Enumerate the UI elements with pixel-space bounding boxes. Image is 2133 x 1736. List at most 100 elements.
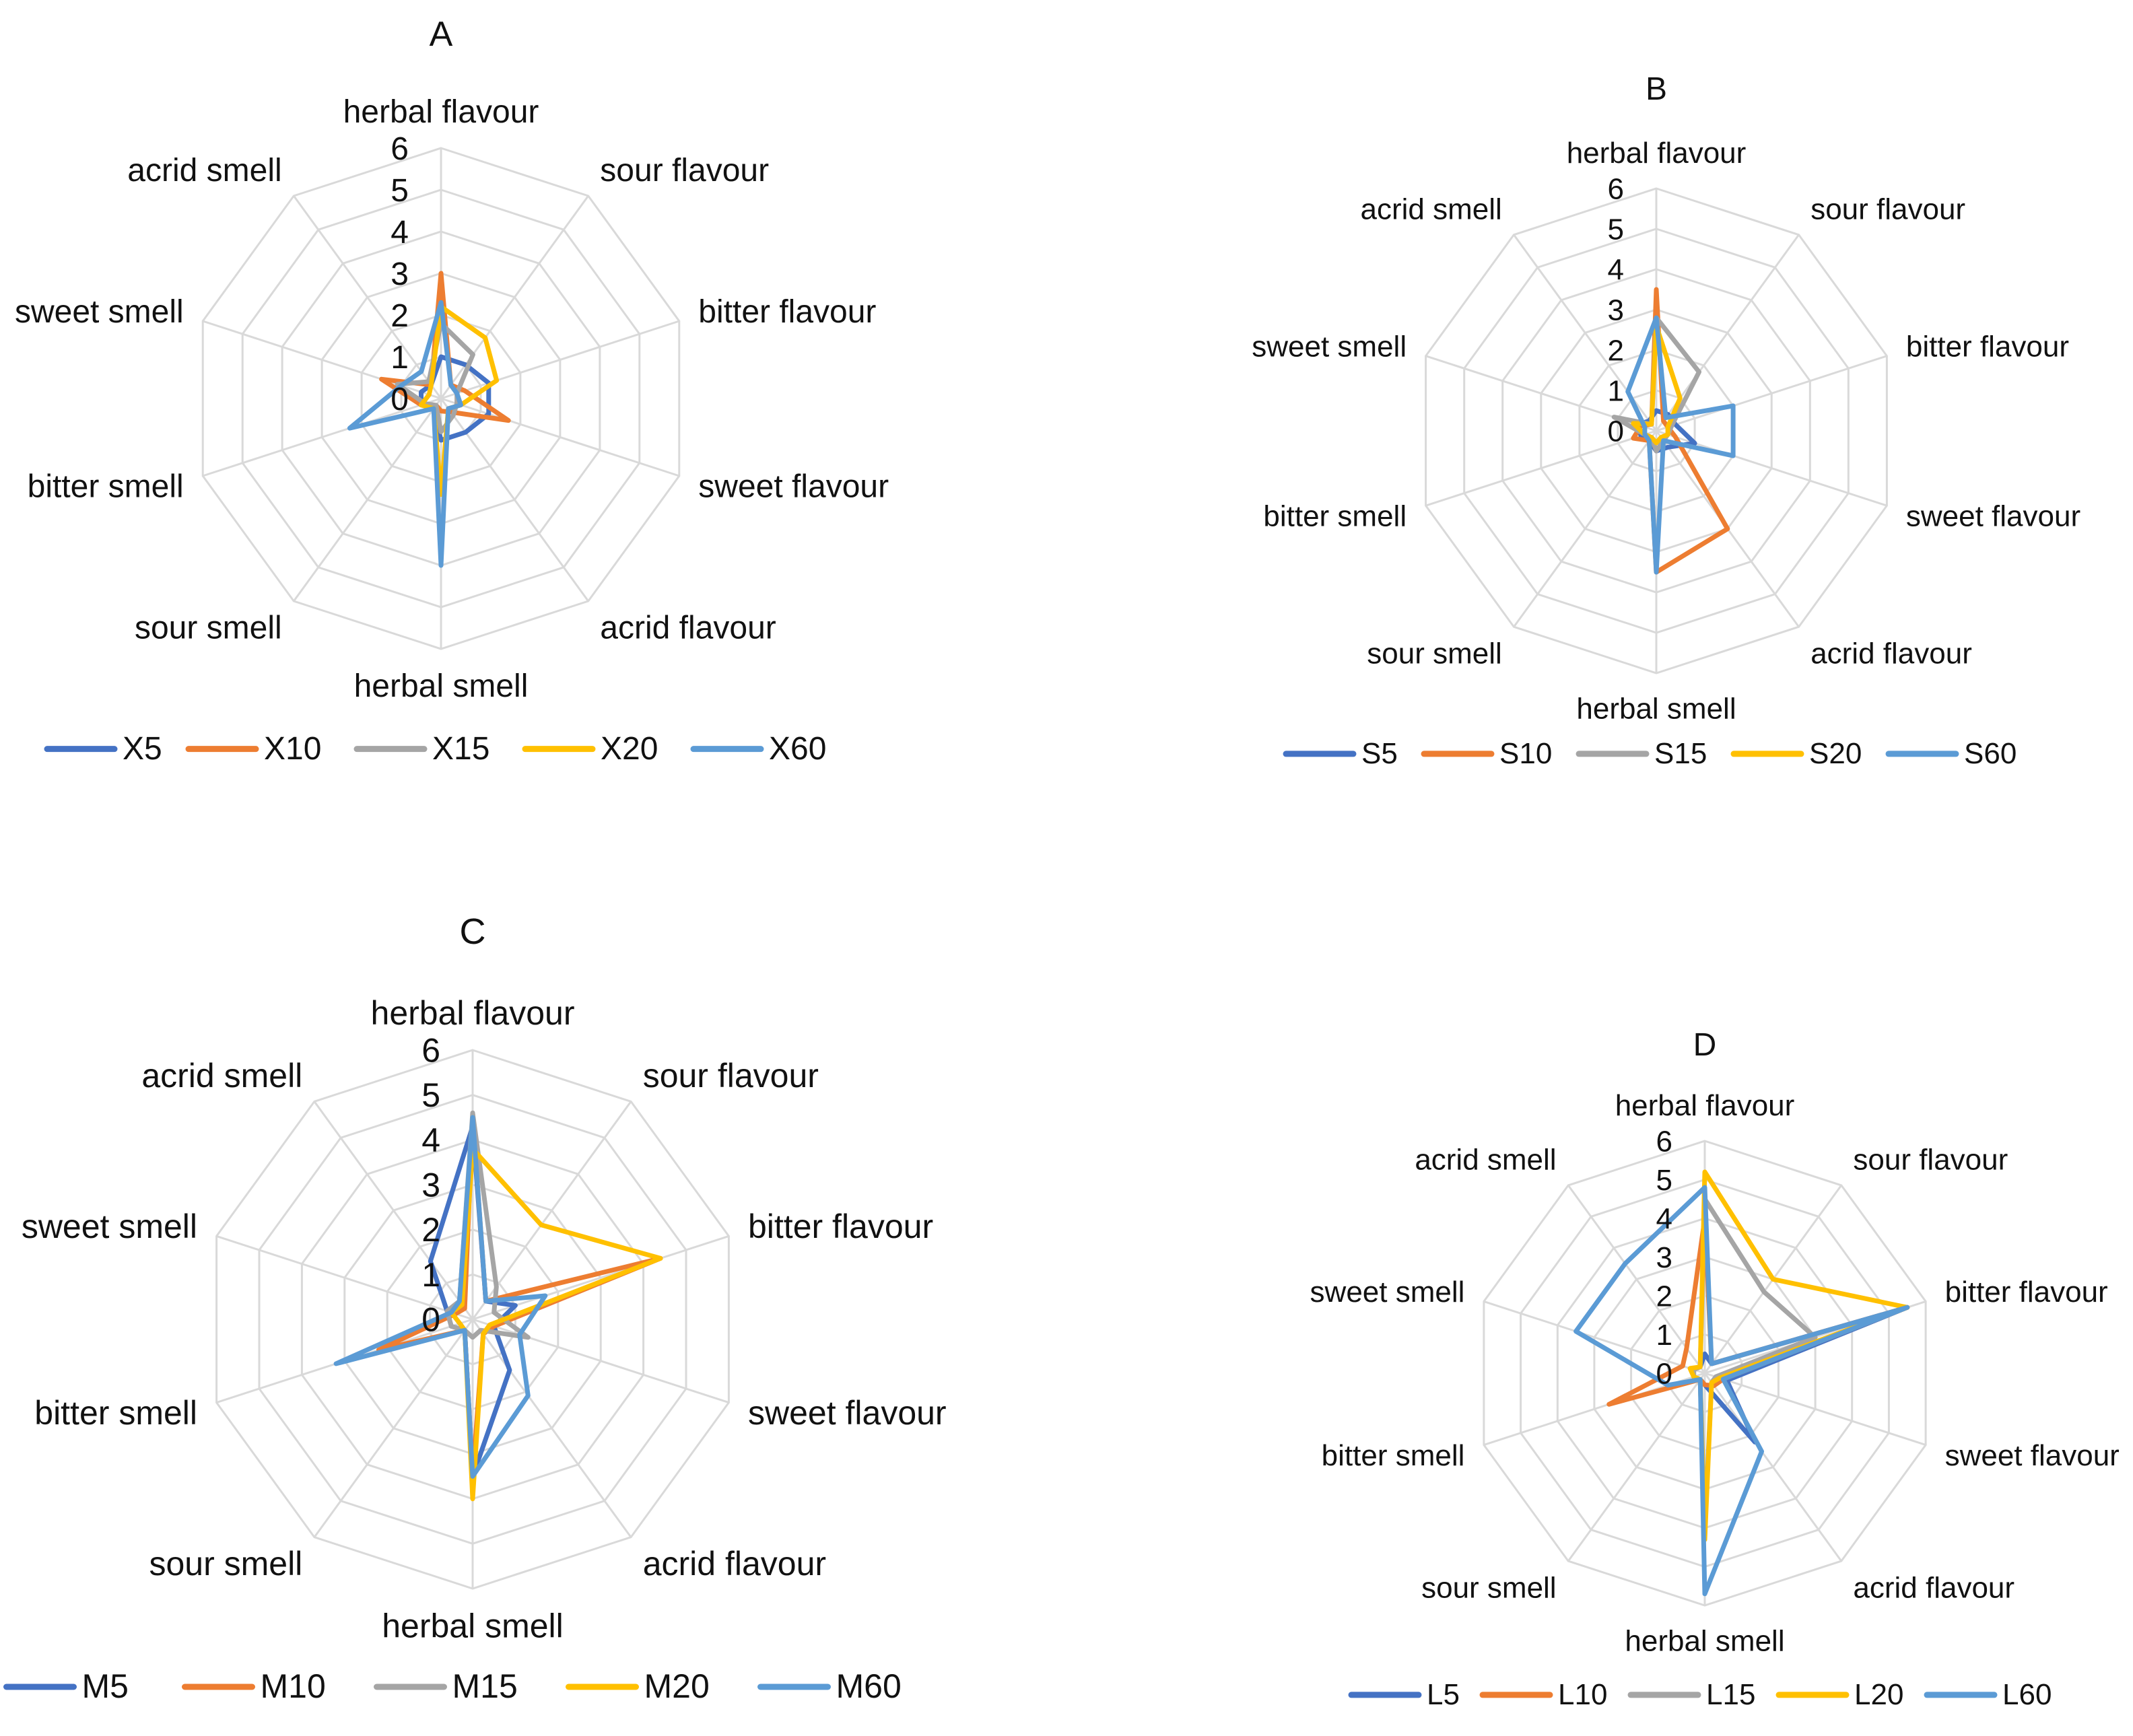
tick-label: 4 xyxy=(421,1121,440,1159)
grid-spoke xyxy=(1425,429,1657,507)
chart-title: B xyxy=(1646,71,1667,107)
legend: X5 X10 X15 X20 X60 xyxy=(44,731,826,767)
legend-label-x10: X10 xyxy=(264,731,321,767)
axis-label: herbal flavour xyxy=(371,994,575,1032)
legend-label-s15: S15 xyxy=(1654,737,1707,770)
axis-label: acrid flavour xyxy=(1853,1571,2015,1604)
grid-spoke xyxy=(1513,430,1658,628)
series-line-x60 xyxy=(347,300,463,568)
axis-label: sweet smell xyxy=(22,1208,197,1245)
legend-label-m20: M20 xyxy=(644,1667,710,1705)
axis-label: sour smell xyxy=(149,1545,302,1583)
grid-spoke xyxy=(471,1319,632,1538)
tick-label: 2 xyxy=(1656,1280,1672,1313)
tick-label: 3 xyxy=(1608,293,1624,326)
tick-label: 0 xyxy=(391,382,409,417)
axis-label: acrid flavour xyxy=(1810,637,1972,670)
tick-label: 1 xyxy=(1608,374,1624,407)
grid-spoke xyxy=(202,397,442,477)
axis-label: bitter flavour xyxy=(1945,1276,2108,1309)
grid-spoke xyxy=(1567,1185,1706,1374)
legend-label-s60: S60 xyxy=(1964,737,2017,770)
tick-label: 0 xyxy=(1608,415,1624,448)
tick-label: 1 xyxy=(421,1256,440,1294)
tick-label: 3 xyxy=(391,256,409,292)
tick-label: 6 xyxy=(1608,172,1624,205)
legend: S5 S10 S15 S20 S60 xyxy=(1283,737,2017,770)
grid-spoke xyxy=(1704,1372,1926,1447)
axis-label: sour smell xyxy=(1421,1571,1557,1604)
series-line-m15 xyxy=(444,1110,531,1340)
legend-label-l5: L5 xyxy=(1427,1678,1460,1711)
axis-label: bitter smell xyxy=(1322,1439,1465,1472)
tick-label: 5 xyxy=(421,1076,440,1114)
legend-label-l20: L20 xyxy=(1854,1678,1903,1711)
axis-label: herbal smell xyxy=(354,668,529,704)
axis-label: sweet smell xyxy=(15,294,184,330)
chart-title: A xyxy=(430,15,453,54)
axis-label: sweet smell xyxy=(1310,1276,1465,1309)
tick-label: 4 xyxy=(391,215,409,250)
legend-label-x60: X60 xyxy=(769,731,826,767)
tick-label: 0 xyxy=(1656,1357,1672,1390)
axis-label: bitter flavour xyxy=(1906,330,2069,363)
axis-label: sour smell xyxy=(135,611,282,646)
grid-spoke xyxy=(440,195,589,399)
tick-label: 6 xyxy=(391,131,409,167)
chart-title: D xyxy=(1693,1027,1717,1063)
axis-label: acrid smell xyxy=(1415,1144,1556,1177)
grid-spoke xyxy=(216,1235,473,1321)
legend-label-l60: L60 xyxy=(2002,1678,2052,1711)
legend-label-l10: L10 xyxy=(1558,1678,1607,1711)
tick-label: 1 xyxy=(391,340,409,376)
grid-spoke xyxy=(1656,355,1887,432)
legend-label-x15: X15 xyxy=(432,731,489,767)
legend-label-m10: M10 xyxy=(261,1667,326,1705)
tick-label: 4 xyxy=(1608,253,1624,286)
legend-label-m60: M60 xyxy=(836,1667,902,1705)
legend: M5 M10 M15 M20 M60 xyxy=(3,1667,902,1705)
axis-label: bitter flavour xyxy=(698,294,876,330)
legend-label-x20: X20 xyxy=(601,731,658,767)
axis-label: acrid smell xyxy=(141,1057,302,1095)
grid-spoke xyxy=(293,398,442,602)
tick-label: 2 xyxy=(391,298,409,334)
grid-spoke xyxy=(440,397,680,477)
axis-label: herbal smell xyxy=(382,1607,564,1645)
legend-label-s5: S5 xyxy=(1361,737,1398,770)
axis-label: sour flavour xyxy=(600,153,769,188)
tick-label: 6 xyxy=(421,1032,440,1070)
series-line-s60 xyxy=(1625,315,1736,575)
axis-label: bitter smell xyxy=(1263,500,1407,533)
axis-label: herbal flavour xyxy=(1615,1089,1795,1122)
axis-label: sour flavour xyxy=(643,1057,819,1095)
axis-label: sweet flavour xyxy=(748,1394,947,1432)
legend: L5 L10 L15 L20 L60 xyxy=(1348,1678,2052,1711)
axis-label: sweet smell xyxy=(1252,330,1407,363)
axis-label: bitter flavour xyxy=(748,1208,933,1245)
grid-spoke xyxy=(471,1101,632,1320)
axis-label: acrid smell xyxy=(1361,193,1502,225)
tick-label: 0 xyxy=(421,1301,440,1339)
series-line-l60 xyxy=(1573,1185,1910,1597)
axis-label: acrid flavour xyxy=(600,611,776,646)
axis-label: sour flavour xyxy=(1810,193,1965,225)
legend-label-s10: S10 xyxy=(1499,737,1552,770)
axis-label: sweet flavour xyxy=(698,469,889,505)
grid-spoke xyxy=(1703,1373,1843,1562)
axis-label: sweet flavour xyxy=(1945,1439,2120,1472)
chart-title: C xyxy=(460,911,486,952)
tick-label: 2 xyxy=(421,1211,440,1249)
legend-label-s20: S20 xyxy=(1809,737,1862,770)
grid-spoke xyxy=(313,1101,474,1320)
series-line-m60 xyxy=(333,1115,548,1479)
grid-spoke xyxy=(440,398,589,602)
series-line-x20 xyxy=(419,304,500,497)
axis-label: sour smell xyxy=(1367,637,1502,670)
tick-label: 4 xyxy=(1656,1202,1672,1235)
